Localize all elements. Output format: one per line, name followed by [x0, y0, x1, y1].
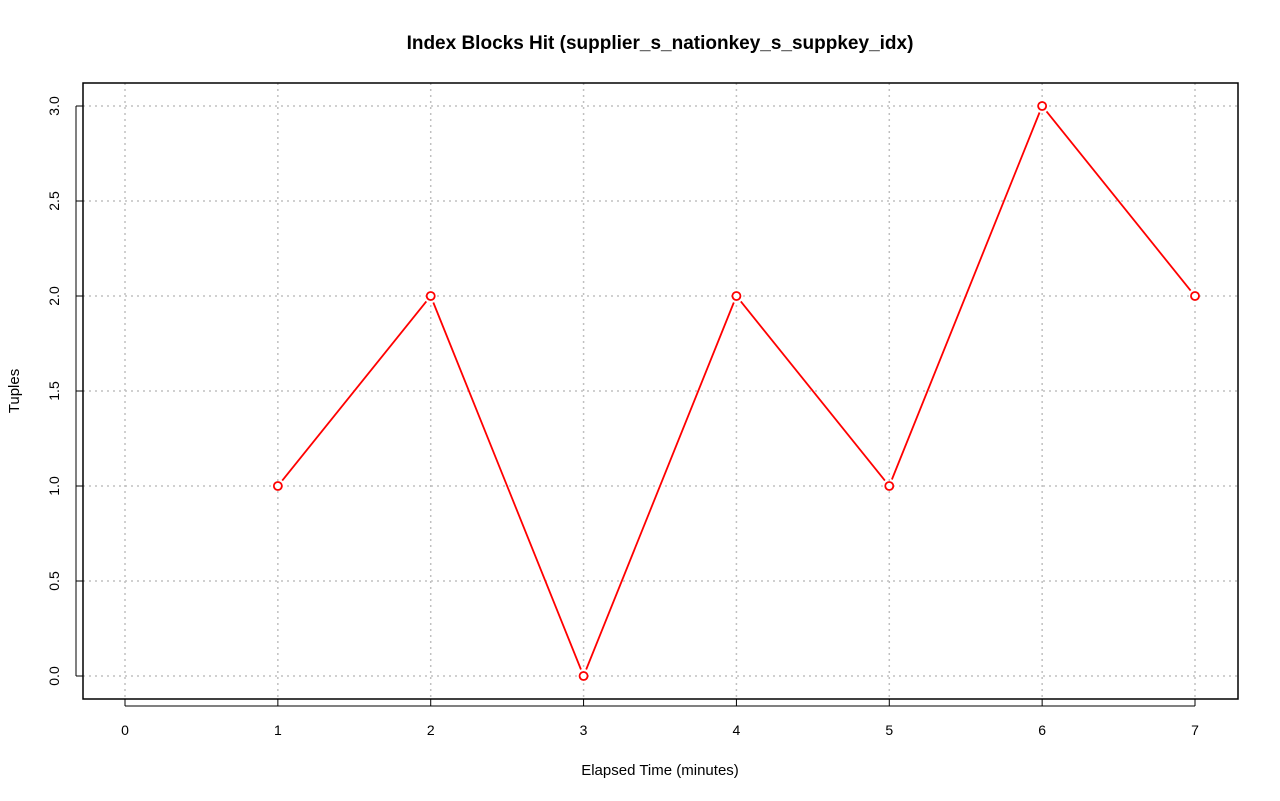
y-tick-label: 0.0 [46, 666, 62, 686]
data-point [1037, 101, 1048, 111]
data-point [731, 291, 742, 301]
y-axis: 0.0 0.5 1.0 1.5 2.0 2.5 3.0 [46, 96, 83, 686]
data-point [884, 481, 895, 491]
x-tick-label: 0 [121, 722, 129, 738]
x-tick-label: 5 [885, 722, 893, 738]
series-line-segment [740, 300, 886, 482]
series-line-segment [432, 302, 582, 670]
x-tick-label: 1 [274, 722, 282, 738]
series-group [272, 101, 1200, 681]
x-axis: 0 1 2 3 4 5 6 7 [121, 699, 1199, 738]
y-tick-label: 2.0 [46, 286, 62, 306]
grid [83, 83, 1238, 699]
x-tick-label: 4 [733, 722, 741, 738]
y-tick-label: 1.0 [46, 476, 62, 496]
y-tick-label: 0.5 [46, 571, 62, 591]
data-point [578, 671, 589, 681]
y-axis-label: Tuples [6, 369, 23, 413]
series-line-segment [585, 302, 735, 670]
series-line-segment [281, 300, 428, 482]
data-point [1190, 291, 1200, 301]
x-axis-label: Elapsed Time (minutes) [581, 762, 739, 779]
data-point [272, 481, 283, 491]
y-tick-label: 2.5 [46, 191, 62, 211]
y-tick-label: 1.5 [46, 381, 62, 401]
x-tick-label: 6 [1038, 722, 1046, 738]
series-line-segment [891, 112, 1041, 480]
x-tick-label: 3 [580, 722, 588, 738]
x-tick-label: 7 [1191, 722, 1199, 738]
series-line-segment [1045, 110, 1192, 292]
y-tick-label: 3.0 [46, 96, 62, 116]
x-tick-label: 2 [427, 722, 435, 738]
chart-title: Index Blocks Hit (supplier_s_nationkey_s… [407, 33, 914, 54]
data-point [425, 291, 436, 301]
